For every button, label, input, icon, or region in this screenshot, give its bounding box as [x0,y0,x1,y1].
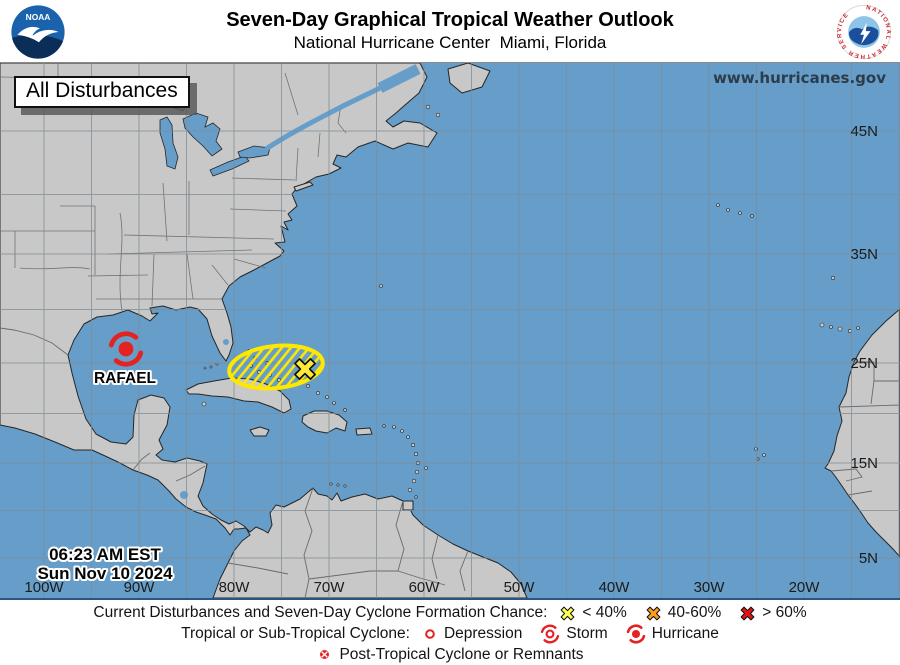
post-tropical-icon [316,646,333,663]
lake-ontario [237,145,271,159]
timestamp: 06:23 AM EST Sun Nov 10 2024 [35,543,175,585]
legend-item: < 40% [559,604,627,622]
long-island [293,181,314,192]
lon-label: 30W [694,579,726,596]
disturbance-layer [227,343,325,391]
legend-row-cyclone-types: Tropical or Sub-Tropical Cyclone: Depres… [0,624,900,645]
noaa-logo-text: NOAA [26,12,51,22]
storm-icon [540,624,560,644]
nws-cloud [848,26,879,46]
legend: Current Disturbances and Seven-Day Cyclo… [0,600,900,665]
legend-item: > 60% [739,604,807,622]
depression-icon [422,626,438,642]
lon-label: 90W [124,579,156,596]
legend-row2-label: Tropical or Sub-Tropical Cyclone: [181,625,410,642]
north-central-south-america [0,63,528,598]
legend-row1-label: Current Disturbances and Seven-Day Cyclo… [93,604,548,622]
lon-label: 100W [24,579,64,596]
timestamp-date: Sun Nov 10 2024 [37,564,173,583]
page-title: Seven-Day Graphical Tropical Weather Out… [226,9,674,31]
noaa-logo: NOAA [11,5,65,59]
x-marker-icon [645,605,662,622]
newfoundland [447,63,491,94]
hurricane-icon [626,624,646,644]
nws-lightning-icon [860,22,871,45]
website-text[interactable]: www.hurricanes.gov [713,69,886,87]
legend-row2-items: Depression Storm Hurricane [422,624,719,644]
outlook-map[interactable]: 45N 35N 25N 15N 5N 100W 90W 80W 70W 60W 50W 40W 30W 2… [0,63,900,598]
page-subtitle: National Hurricane Center Miami, Florida [293,33,607,52]
lon-label: 60W [409,579,441,596]
map-area: 45N 35N 25N 15N 5N 100W 90W 80W 70W 60W 50W 40W 30W 2… [0,62,900,601]
legend-item: Storm [540,624,608,644]
header-titles: Seven-Day Graphical Tropical Weather Out… [0,0,900,62]
st-lawrence-estuary [377,64,421,93]
lat-label: 25N [850,355,878,372]
lake-erie [209,155,250,177]
hispaniola [301,410,348,434]
legend-item-label: Hurricane [651,625,719,642]
lon-label: 70W [314,579,346,596]
legend-row3-items: Post-Tropical Cyclone or Remnants [316,645,584,664]
lake-okeechobee [223,339,229,345]
noaa-gull [17,26,59,43]
lat-label: 45N [850,123,878,140]
lake-michigan [159,116,179,170]
legend-row-formation-chance: Current Disturbances and Seven-Day Cyclo… [0,603,900,624]
lat-label: 35N [850,246,878,263]
lon-label: 80W [219,579,251,596]
header: NOAA Seven-Day Graphical Tropical Weathe… [0,0,900,62]
geo-labels: 45N 35N 25N 15N 5N 100W 90W 80W 70W 60W 50W 40W 30W 2… [24,123,878,596]
x-marker-icon [559,605,576,622]
lat-label: 5N [859,550,878,567]
storm-layer: RAFAEL [92,334,158,389]
timestamp-time: 06:23 AM EST [49,545,161,564]
legend-item-label: > 60% [762,604,807,622]
legend-row-post-tropical: Post-Tropical Cyclone or Remnants [0,644,900,665]
legend-item: Depression [422,625,522,643]
legend-item-label: Post-Tropical Cyclone or Remnants [339,645,584,663]
lon-label: 20W [789,579,821,596]
graticule [0,63,900,598]
nws-logo: NATIONAL WEATHER SERVICE [836,4,892,60]
storm-name-label: RAFAEL [94,370,156,387]
puerto-rico [355,427,373,436]
jamaica [249,426,270,437]
lat-label: 15N [850,455,878,472]
legend-row1-items: < 40% 40-60% > 60% [559,604,807,622]
legend-item: Post-Tropical Cyclone or Remnants [316,645,584,664]
legend-item-label: Storm [566,625,608,642]
lon-label: 40W [599,579,631,596]
legend-item-label: 40-60% [667,604,722,622]
x-marker-icon [739,605,756,622]
lon-label: 50W [504,579,536,596]
legend-item: Hurricane [626,624,719,644]
disturbance-filter-label: All Disturbances [14,76,190,108]
trinidad [402,500,414,511]
legend-item: 40-60% [645,604,721,622]
lake-huron [182,112,223,157]
legend-item-label: Depression [443,625,523,642]
legend-item-label: < 40% [582,604,627,622]
